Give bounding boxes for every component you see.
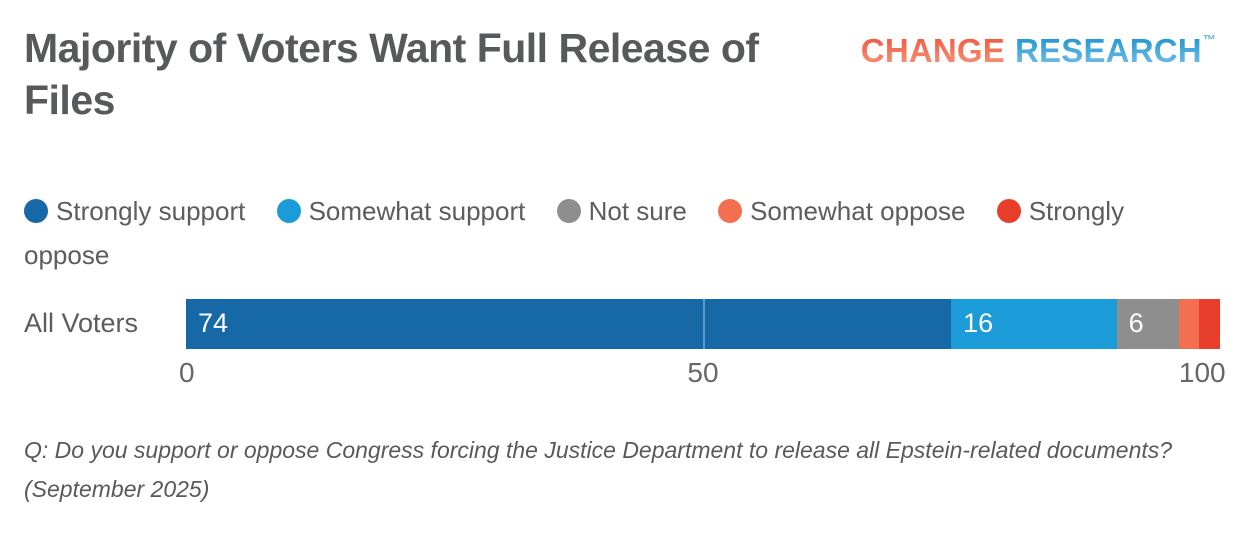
logo-word-change: CHANGE (860, 32, 1005, 69)
legend-item: Somewhat oppose (718, 196, 965, 226)
source-footnote: Q: Do you support or oppose Congress for… (24, 436, 1173, 503)
bar-segment (1199, 298, 1220, 349)
logo-word-research: RESEARCH (1015, 32, 1202, 69)
legend-item-label: Strongly oppose (24, 195, 1125, 270)
legend-item: Strongly support (24, 196, 245, 226)
bar-segment-value: 16 (963, 308, 994, 339)
bar-segment (1178, 298, 1200, 349)
legend-item: Strongly oppose (24, 196, 1124, 270)
category-label: All Voters (24, 308, 139, 339)
bar-segment-value: 74 (198, 308, 229, 339)
gridline-50 (703, 298, 705, 349)
header: Majority of Voters Want Full Release of … (24, 20, 1216, 127)
legend-dot-icon (718, 198, 743, 223)
bar-segment-value: 6 (1128, 308, 1144, 339)
x-axis-tick: 100 (1178, 356, 1226, 388)
stacked-bar: 74 16 6 (186, 298, 1220, 349)
legend-dot-icon (556, 198, 581, 223)
change-research-logo: CHANGE RESEARCH™ (861, 32, 1216, 70)
legend-item: Somewhat support (276, 195, 526, 226)
legend-item-label: Somewhat oppose (750, 195, 966, 226)
legend-item-label: Not sure (588, 195, 687, 226)
legend-dot-icon (24, 198, 48, 223)
x-axis: 0 50 100 (179, 349, 1226, 391)
legend-item-label: Strongly support (56, 195, 246, 226)
bar-segment: 74 (186, 298, 952, 349)
legend-dot-icon (996, 198, 1021, 223)
bar-row: All Voters 74 16 6 (24, 298, 1220, 349)
chart-card: Majority of Voters Want Full Release of … (24, 20, 1226, 503)
legend: Strongly support Somewhat support Not su… (24, 189, 1159, 277)
legend-dot-icon (276, 198, 301, 223)
bar-segment: 16 (951, 298, 1117, 349)
legend-item: Not sure (556, 195, 687, 226)
x-axis-tick: 0 (178, 356, 195, 388)
x-axis-tick: 50 (687, 356, 719, 388)
legend-item-label: Somewhat support (308, 195, 526, 226)
trademark-symbol: ™ (1202, 32, 1216, 47)
bar-segment: 6 (1116, 298, 1179, 349)
chart-title: Majority of Voters Want Full Release of … (24, 25, 759, 124)
